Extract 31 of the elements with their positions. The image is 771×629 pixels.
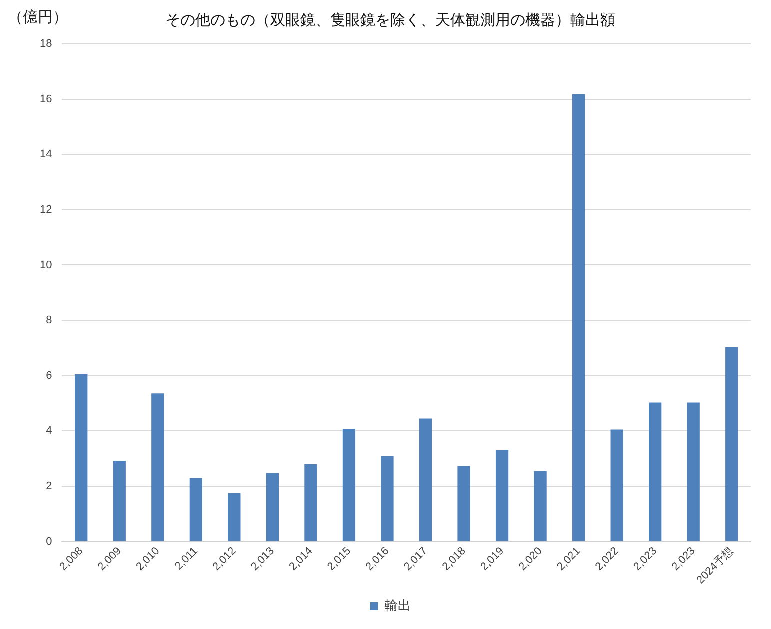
y-tick-label: 16 — [40, 93, 52, 106]
bar — [610, 430, 624, 542]
y-tick-label: 6 — [46, 370, 52, 382]
y-tick-label: 8 — [46, 314, 52, 327]
bar — [75, 374, 88, 542]
bar — [228, 493, 241, 542]
bar — [649, 402, 662, 542]
bar — [304, 464, 318, 542]
bar — [342, 428, 356, 542]
bar — [687, 402, 700, 542]
y-tick-label: 14 — [40, 148, 52, 161]
bar — [381, 456, 394, 542]
y-tick-label: 4 — [46, 425, 52, 438]
y-tick-label: 0 — [46, 536, 52, 548]
bar — [458, 466, 470, 542]
y-axis-title: （億円） — [8, 8, 68, 27]
y-tick-label: 18 — [40, 38, 52, 50]
bar — [496, 450, 509, 542]
legend-label: 輸出 — [384, 598, 411, 614]
bar — [190, 478, 202, 542]
y-tick-label: 10 — [40, 259, 52, 272]
y-tick-label: 12 — [40, 204, 52, 216]
bar — [726, 347, 738, 542]
chart-title: その他のもの（双眼鏡、隻眼鏡を除く、天体観測用の機器）輸出額 — [166, 10, 616, 29]
bar — [266, 473, 280, 542]
bar — [534, 471, 547, 542]
bar — [152, 394, 164, 542]
bar — [419, 418, 432, 542]
bar — [572, 94, 586, 542]
bar — [113, 461, 126, 542]
y-tick-label: 2 — [46, 480, 52, 493]
